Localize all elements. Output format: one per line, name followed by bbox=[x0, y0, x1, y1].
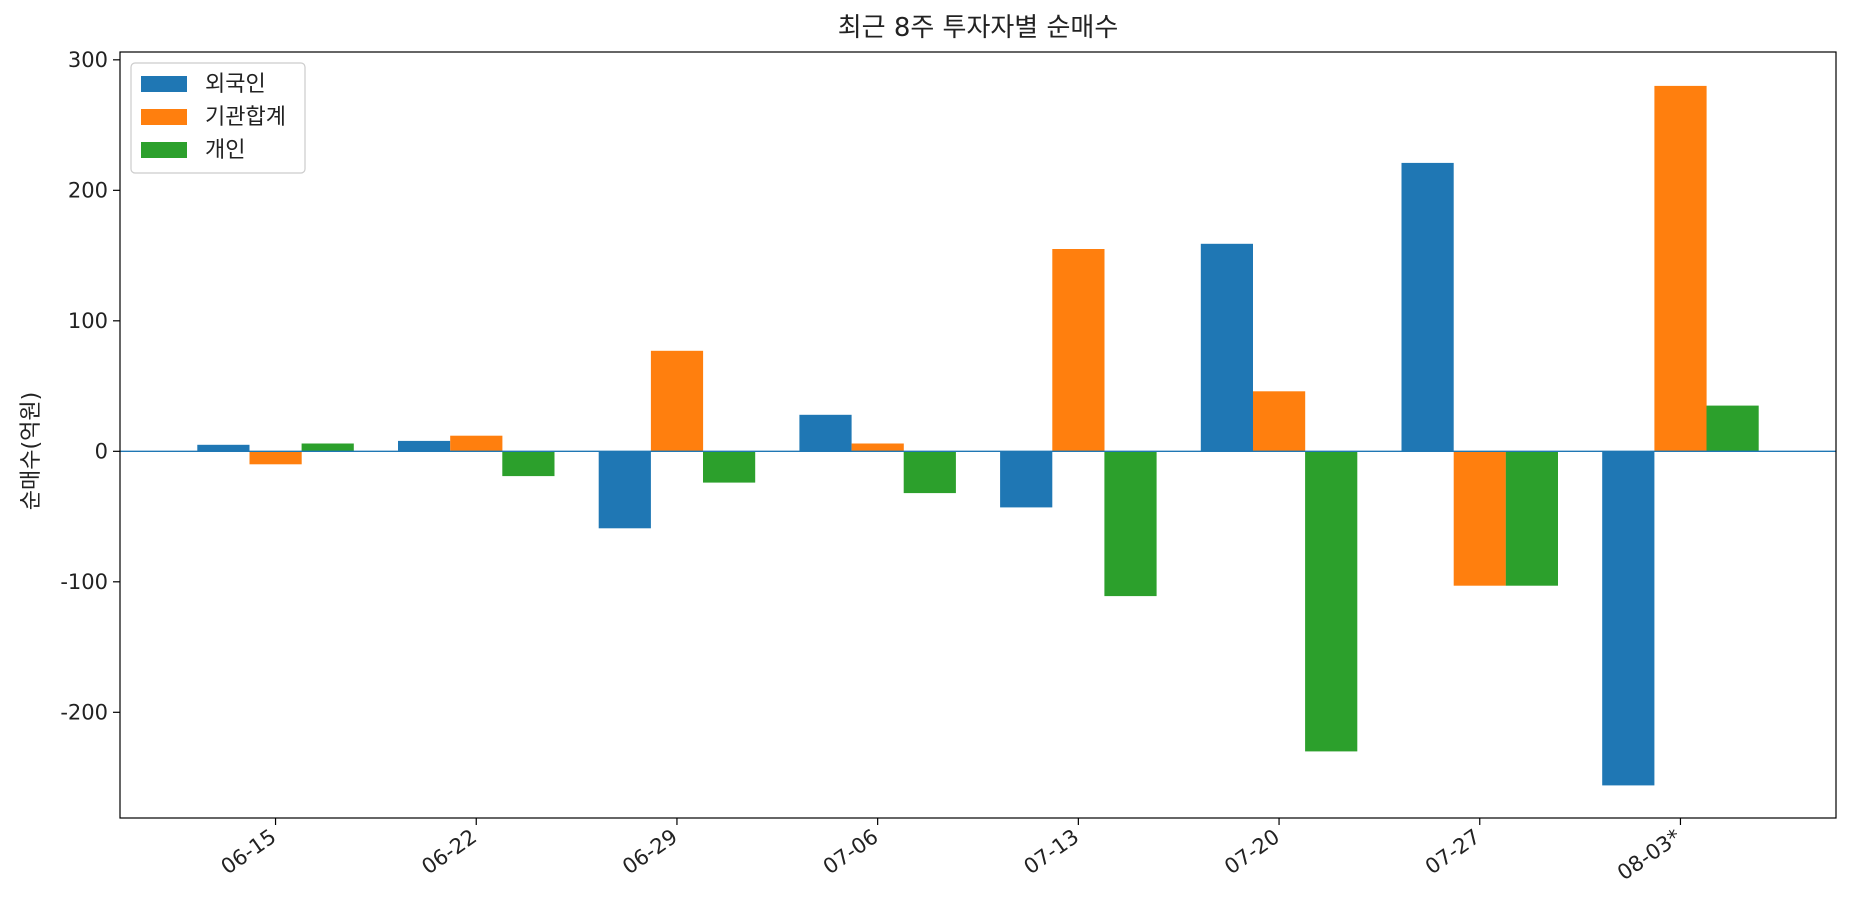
x-tick-label: 06-22 bbox=[417, 824, 481, 879]
bar-개인-06-15 bbox=[301, 443, 354, 452]
x-tick-label: 07-27 bbox=[1421, 824, 1485, 879]
bar-외국인-06-22 bbox=[398, 440, 451, 452]
bar-개인-06-22 bbox=[502, 451, 555, 477]
legend-swatch bbox=[141, 142, 187, 158]
y-tick-label: 100 bbox=[68, 309, 108, 333]
legend-label: 개인 bbox=[205, 138, 245, 163]
legend-label: 외국인 bbox=[205, 72, 266, 97]
y-tick-label: -200 bbox=[60, 700, 108, 724]
bar-외국인-07-20 bbox=[1200, 243, 1253, 452]
bar-외국인-08-03* bbox=[1602, 451, 1655, 786]
chart-title: 최근 8주 투자자별 순매수 bbox=[838, 13, 1119, 43]
plot-frame bbox=[119, 51, 1837, 819]
bar-기관합계-07-13 bbox=[1052, 249, 1105, 452]
y-tick-label: -100 bbox=[60, 570, 108, 594]
y-axis: -200 -100 0 100 200 300 bbox=[60, 48, 120, 724]
bar-기관합계-06-29 bbox=[650, 350, 704, 452]
bar-기관합계-07-20 bbox=[1253, 391, 1306, 452]
bar-개인-07-27 bbox=[1505, 451, 1558, 586]
x-tick-label: 07-13 bbox=[1019, 824, 1083, 879]
x-tick-label: 06-29 bbox=[618, 824, 682, 879]
x-tick-label: 07-20 bbox=[1220, 824, 1284, 879]
x-axis: 06-15 06-22 06-29 07-06 07-13 07-20 07-27 08-03… bbox=[217, 818, 1685, 885]
x-tick-label: 08-03* bbox=[1613, 824, 1685, 885]
bar-기관합계-08-03* bbox=[1654, 85, 1707, 452]
y-tick-label: 200 bbox=[68, 178, 108, 202]
y-tick-label: 0 bbox=[95, 439, 108, 463]
bar-외국인-07-27 bbox=[1401, 162, 1454, 452]
x-tick-label: 07-06 bbox=[819, 824, 883, 879]
bar-기관합계-07-27 bbox=[1453, 451, 1506, 586]
x-tick-label: 06-15 bbox=[217, 824, 281, 879]
y-axis-label: 순매수(억원) bbox=[19, 392, 44, 510]
bar-개인-07-13 bbox=[1104, 451, 1157, 597]
legend-swatch bbox=[141, 76, 187, 92]
bar-개인-08-03* bbox=[1706, 405, 1759, 452]
bar-개인-07-06 bbox=[903, 451, 956, 494]
bar-기관합계-06-15 bbox=[249, 451, 302, 465]
bar-개인-07-20 bbox=[1305, 451, 1358, 752]
bars-group bbox=[197, 85, 1759, 786]
bar-기관합계-07-06 bbox=[851, 443, 904, 452]
bar-개인-06-29 bbox=[703, 451, 756, 483]
bar-외국인-07-13 bbox=[1000, 451, 1053, 508]
bar-기관합계-06-22 bbox=[450, 435, 503, 452]
bar-외국인-06-29 bbox=[598, 451, 651, 529]
y-tick-label: 300 bbox=[68, 48, 108, 72]
bar-외국인-07-06 bbox=[799, 414, 852, 452]
legend-label: 기관합계 bbox=[205, 105, 286, 130]
bar-외국인-06-15 bbox=[197, 444, 250, 452]
legend-swatch bbox=[141, 109, 187, 125]
